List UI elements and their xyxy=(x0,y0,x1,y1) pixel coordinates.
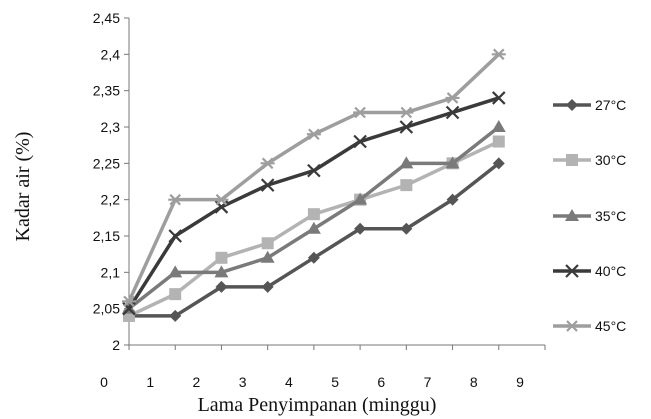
data-point xyxy=(399,156,414,169)
x-tick-label: 0 xyxy=(100,374,108,390)
data-point xyxy=(169,288,182,301)
y-tick-label: 2,25 xyxy=(93,155,120,171)
data-point xyxy=(445,156,460,169)
data-point xyxy=(353,134,367,149)
x-tick-label: 3 xyxy=(239,374,247,390)
series-line xyxy=(127,53,500,303)
series-line xyxy=(129,161,500,318)
legend-swatch-marker xyxy=(565,264,579,278)
data-point xyxy=(353,106,368,119)
legend-item: 35°C xyxy=(553,208,626,224)
data-point xyxy=(445,92,460,104)
x-axis-title: Lama Penyimpanan (minggu) xyxy=(198,394,437,416)
series-2 xyxy=(122,120,506,314)
legend-swatch-marker xyxy=(565,320,579,332)
legend-swatch-marker xyxy=(566,99,578,111)
legend-swatch-marker xyxy=(565,209,579,221)
data-point xyxy=(399,120,414,134)
data-point xyxy=(306,128,321,141)
legend-item: 45°C xyxy=(553,318,626,334)
legend-swatch-marker xyxy=(566,154,578,166)
data-point xyxy=(260,178,275,192)
x-tick-label: 1 xyxy=(146,374,154,390)
data-point xyxy=(445,105,460,120)
data-point xyxy=(214,193,229,206)
data-point xyxy=(400,179,413,192)
y-tick-label: 2,05 xyxy=(93,301,120,317)
data-point xyxy=(353,192,368,205)
legend-label: 45°C xyxy=(595,318,626,334)
x-tick-label: 2 xyxy=(193,374,201,390)
series-line xyxy=(127,96,500,310)
y-tick-label: 2,3 xyxy=(101,119,121,135)
data-point xyxy=(122,295,136,308)
x-tick-label: 6 xyxy=(377,374,385,390)
data-point xyxy=(307,163,321,178)
data-point xyxy=(491,48,506,61)
legend-label: 30°C xyxy=(595,152,626,168)
y-tick-label: 2,4 xyxy=(101,46,121,62)
x-tick-label: 8 xyxy=(470,374,478,390)
data-point xyxy=(215,280,228,293)
y-axis-title: Kadar air (%) xyxy=(12,132,34,242)
legend-label: 27°C xyxy=(595,97,626,113)
y-tick-label: 2,2 xyxy=(101,192,121,208)
data-point xyxy=(260,157,275,170)
data-point xyxy=(214,265,229,278)
data-point xyxy=(168,193,183,206)
y-tick-label: 2,45 xyxy=(93,10,120,26)
legend-item: 40°C xyxy=(553,263,626,279)
data-point xyxy=(168,229,182,243)
legend-item: 27°C xyxy=(553,97,626,113)
x-tick-label: 9 xyxy=(516,374,524,390)
data-point xyxy=(491,120,506,132)
data-point xyxy=(169,309,182,322)
legend-item: 30°C xyxy=(553,152,626,168)
data-point xyxy=(399,106,414,119)
data-point xyxy=(492,135,505,148)
x-tick-label: 7 xyxy=(424,374,432,390)
data-point xyxy=(168,265,183,278)
data-point xyxy=(492,91,506,105)
series-4 xyxy=(122,48,506,308)
data-point xyxy=(215,251,228,264)
series-layer xyxy=(122,48,506,322)
data-point xyxy=(306,221,321,234)
x-tick-label: 5 xyxy=(331,374,339,390)
y-tick-label: 2,1 xyxy=(101,264,121,280)
data-point xyxy=(354,222,367,235)
legend-label: 35°C xyxy=(595,208,626,224)
x-ticks: 0 1 2 3 4 5 6 7 8 9 xyxy=(100,345,546,390)
x-tick-label: 4 xyxy=(285,374,293,390)
data-point xyxy=(400,222,413,235)
legend: 27°C 30°C 35°C 40°C 45°C xyxy=(553,97,626,334)
y-tick-label: 2 xyxy=(112,337,120,353)
legend-label: 40°C xyxy=(595,263,626,279)
y-ticks: 2 2,05 2,1 2,15 2,2 2,25 2,3 2,35 2,4 2,45 xyxy=(93,10,129,353)
data-point xyxy=(492,157,505,170)
data-point xyxy=(446,193,459,206)
y-tick-label: 2,35 xyxy=(93,83,120,99)
data-point xyxy=(260,250,275,263)
data-point xyxy=(307,251,320,264)
data-point xyxy=(261,237,274,250)
y-tick-label: 2,15 xyxy=(93,228,120,244)
chart-axes xyxy=(128,18,545,346)
data-point xyxy=(261,280,274,293)
data-point xyxy=(307,208,320,221)
